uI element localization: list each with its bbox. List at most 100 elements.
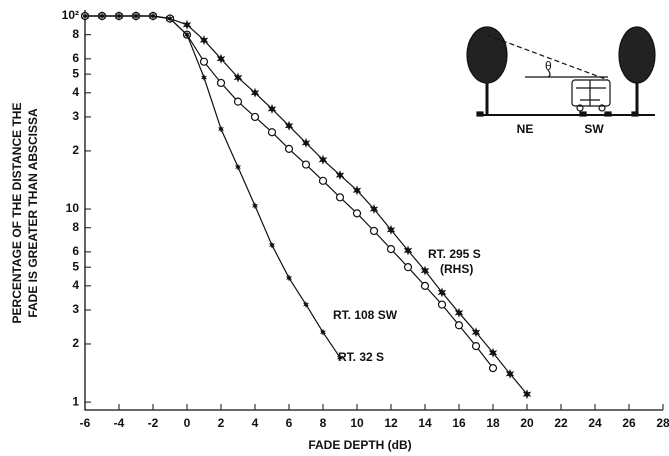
data-point: [369, 226, 379, 236]
inset-right-label: SW: [584, 122, 604, 136]
data-point: [284, 144, 294, 153]
y-tick-label: 5: [72, 66, 79, 80]
y-tick-label: 8: [72, 220, 79, 234]
data-point: [250, 112, 260, 122]
data-point: [337, 354, 343, 362]
y-tick-label: 2: [72, 143, 79, 157]
data-point: [286, 274, 292, 282]
y-tick-label: 6: [72, 244, 79, 258]
x-tick-label: 24: [588, 416, 602, 430]
y-tick-label: 2: [72, 336, 79, 350]
series-label: RT. 295 S: [428, 247, 481, 261]
x-tick-label: 26: [622, 416, 636, 430]
data-point: [386, 245, 396, 254]
x-tick-label: -2: [148, 416, 159, 430]
data-point: [182, 19, 192, 30]
x-tick-label: 6: [286, 416, 293, 430]
x-tick-label: 20: [520, 416, 534, 430]
series-line: [85, 15, 494, 369]
y-axis-label: FADE IS GREATER THAN ABSCISSA: [26, 108, 40, 318]
data-point: [116, 12, 122, 20]
data-point: [301, 160, 311, 169]
data-point: [454, 321, 464, 330]
data-point: [488, 347, 498, 358]
data-point: [471, 342, 481, 351]
series-label: RT. 108 SW: [333, 308, 398, 322]
data-point: [437, 287, 447, 298]
series-line: [85, 15, 528, 395]
data-point: [167, 15, 173, 23]
y-tick-label: 6: [72, 51, 79, 65]
inset-left-label: NE: [517, 122, 534, 136]
data-point: [284, 120, 294, 131]
data-point: [320, 328, 326, 336]
data-point: [267, 128, 277, 137]
data-point: [352, 185, 362, 196]
y-tick-label: 5: [72, 259, 79, 273]
data-point: [233, 72, 243, 83]
x-tick-label: 14: [418, 416, 432, 430]
x-tick-label: -4: [114, 416, 125, 430]
y-tick-label: 3: [72, 109, 79, 123]
series-line: [85, 15, 341, 358]
data-point: [301, 137, 311, 148]
data-point: [318, 176, 328, 185]
data-point: [352, 209, 362, 218]
data-point: [216, 53, 226, 64]
data-point: [252, 202, 258, 210]
data-point: [318, 154, 328, 165]
x-tick-label: 4: [252, 416, 259, 430]
x-axis-label: FADE DEPTH (dB): [308, 438, 411, 452]
x-tick-label: 22: [554, 416, 568, 430]
data-point: [133, 12, 139, 20]
data-point: [454, 307, 464, 318]
data-point: [216, 78, 226, 88]
x-tick-label: 18: [486, 416, 500, 430]
data-point: [420, 265, 430, 276]
data-point: [522, 389, 532, 400]
data-point: [369, 204, 379, 214]
y-tick-label: 10²: [62, 8, 79, 22]
x-tick-label: -6: [80, 416, 91, 430]
data-point: [303, 301, 309, 309]
data-point: [420, 281, 430, 290]
data-point: [150, 12, 156, 20]
data-point: [437, 300, 447, 309]
y-tick-label: 3: [72, 302, 79, 316]
y-tick-label: 4: [72, 278, 79, 292]
x-tick-label: 10: [350, 416, 364, 430]
y-axis-label: PERCENTAGE OF THE DISTANCE THE: [10, 103, 24, 324]
data-point: [233, 97, 243, 106]
data-point: [403, 263, 413, 272]
x-tick-label: 12: [384, 416, 398, 430]
data-point: [505, 368, 515, 379]
data-point: [267, 103, 277, 114]
data-point: [82, 12, 88, 20]
data-point: [199, 57, 209, 66]
data-point: [471, 327, 481, 338]
data-point: [235, 163, 241, 171]
y-tick-label: 4: [72, 85, 79, 99]
x-tick-label: 8: [320, 416, 327, 430]
data-point: [250, 87, 260, 98]
inset-diagram: [466, 26, 656, 117]
data-point: [386, 224, 396, 235]
data-point: [269, 241, 275, 249]
data-point: [99, 12, 105, 20]
y-tick-label: 8: [72, 27, 79, 41]
data-point: [218, 125, 224, 133]
x-tick-label: 0: [184, 416, 191, 430]
data-point: [335, 170, 345, 181]
y-tick-label: 10: [66, 201, 80, 215]
x-tick-label: 16: [452, 416, 466, 430]
annotation: (RHS): [440, 262, 473, 276]
x-tick-label: 2: [218, 416, 225, 430]
series-label: RT. 32 S: [338, 350, 384, 364]
data-point: [184, 31, 190, 39]
data-point: [199, 35, 209, 46]
inset-angle: θ: [545, 59, 552, 73]
x-tick-label: 28: [656, 416, 669, 430]
data-point: [403, 245, 413, 256]
y-tick-label: 1: [72, 394, 79, 408]
